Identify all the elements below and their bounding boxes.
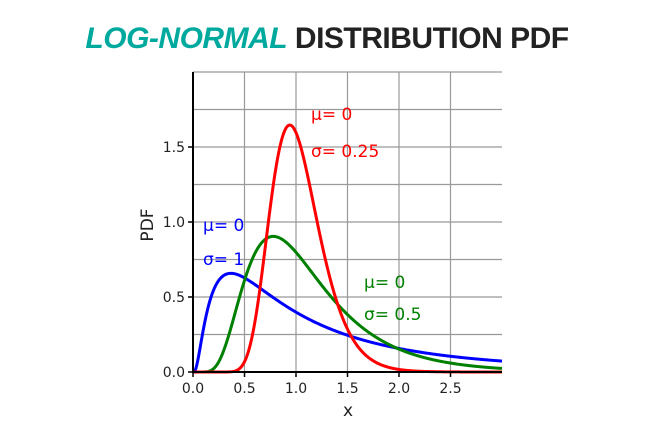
grid-lines: [193, 71, 502, 372]
series-annotations: μ= 0 σ= 1 μ= 0 σ= 0.5 μ= 0 σ= 0.25: [203, 105, 421, 325]
y-axis-label: PDF: [138, 208, 158, 241]
y-tick-label: 1.5: [163, 140, 185, 156]
x-axis-label: x: [343, 401, 353, 421]
title-rest: DISTRIBUTION PDF: [294, 22, 569, 55]
x-tick-label: 0.0: [182, 381, 204, 397]
x-tick-label: 2.5: [439, 381, 461, 397]
series-label-0-line-0: μ= 0: [203, 216, 244, 236]
x-tick-label: 1.5: [336, 381, 358, 397]
series-label-1-line-1: σ= 0.5: [364, 305, 421, 325]
series-label-1-line-0: μ= 0: [364, 273, 405, 293]
x-tick-label: 0.5: [233, 381, 255, 397]
x-tick-label: 2.0: [388, 381, 410, 397]
series-label-2-line-0: μ= 0: [311, 105, 352, 125]
series-label-2-line-1: σ= 0.25: [311, 142, 379, 162]
title-accent: LOG-NORMAL: [85, 22, 288, 55]
y-tick-label: 1.0: [163, 215, 185, 231]
tick-labels: 0.0 0.5 1.0 1.5 2.0 2.5 0.0 0.5 1.0 1.5: [163, 140, 462, 397]
x-tick-label: 1.0: [285, 381, 307, 397]
pdf-curve-series-1: [192, 234, 503, 374]
y-tick-label: 0.0: [163, 365, 185, 381]
y-tick-label: 0.5: [163, 290, 185, 306]
chart-title: LOG-NORMAL DISTRIBUTION PDF: [0, 22, 654, 56]
series-label-0-line-1: σ= 1: [203, 250, 244, 270]
